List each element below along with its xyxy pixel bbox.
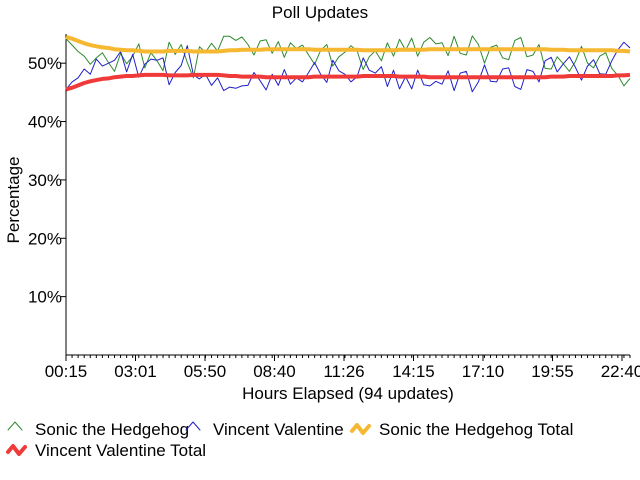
x-tick-label: 08:40 <box>253 362 296 381</box>
legend-label: Sonic the Hedgehog Total <box>379 420 573 439</box>
x-tick-label: 22:40 <box>601 362 640 381</box>
y-tick-label: 20% <box>28 229 62 248</box>
x-ticks: 00:15 03:01 05:50 08:40 11:26 14:15 17:10 19:55… <box>45 355 640 381</box>
y-tick-label: 10% <box>28 288 62 307</box>
x-tick-label: 05:50 <box>184 362 227 381</box>
x-tick-label: 14:15 <box>392 362 435 381</box>
legend: Sonic the Hedgehog Vincent Valentine Sonic… <box>6 420 573 460</box>
x-tick-label: 00:15 <box>45 362 88 381</box>
legend-swatch <box>6 444 27 456</box>
x-axis-label: Hours Elapsed (94 updates) <box>242 384 454 403</box>
plot-area: 10% 20% 30% 40% 50% 00:15 03:01 05:50 08:40 11:2… <box>28 34 640 381</box>
series-lines <box>65 34 631 93</box>
y-tick-label: 40% <box>28 113 62 132</box>
legend-label: Vincent Valentine <box>213 420 344 439</box>
legend-swatch <box>7 421 23 431</box>
y-tick-label: 30% <box>28 171 62 190</box>
legend-label: Vincent Valentine Total <box>35 441 206 460</box>
chart-title: Poll Updates <box>272 3 368 22</box>
series-line-3 <box>65 72 631 92</box>
x-tick-label: 17:10 <box>462 362 505 381</box>
x-tick-label: 11:26 <box>323 362 364 381</box>
x-tick-label: 19:55 <box>531 362 574 381</box>
legend-label: Sonic the Hedgehog <box>35 420 189 439</box>
x-tick-label: 03:01 <box>114 362 157 381</box>
legend-swatch <box>185 421 201 431</box>
series-line-2 <box>65 34 631 54</box>
legend-swatch <box>350 423 371 435</box>
y-tick-label: 50% <box>28 54 62 73</box>
y-ticks: 10% 20% 30% 40% 50% <box>28 54 66 307</box>
y-axis-label: Percentage <box>4 157 23 244</box>
